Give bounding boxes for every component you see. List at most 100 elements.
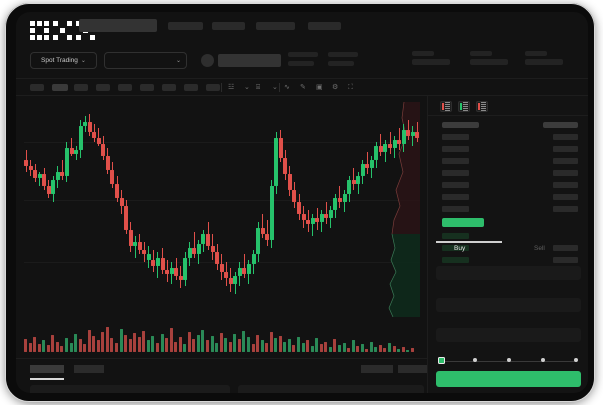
timeframe-button-4[interactable]: [118, 84, 132, 91]
volume-bar: [115, 342, 118, 352]
order-form-tabs: Buy Sell: [428, 238, 588, 260]
volume-bar: [383, 347, 387, 352]
orderbook-header: [428, 96, 588, 116]
bottom-tab-0[interactable]: [30, 365, 64, 373]
fullscreen-icon[interactable]: ⛶: [348, 84, 353, 91]
volume-bar: [374, 346, 378, 352]
volume-bar: [133, 333, 137, 352]
line-tool-icon[interactable]: ∿: [284, 84, 290, 91]
volume-bar: [155, 342, 159, 352]
tab-buy[interactable]: Buy: [454, 245, 466, 252]
timeframe-button-0[interactable]: [30, 84, 44, 91]
bottom-card-0: [30, 385, 230, 393]
orderbook-mode-bids-icon[interactable]: [458, 101, 470, 112]
volume-bar: [183, 343, 187, 352]
timeframe-button-7[interactable]: [184, 84, 198, 91]
nav-buy-crypto[interactable]: [168, 22, 203, 30]
pair-stat-a-label: [288, 52, 318, 57]
volume-bar: [87, 329, 91, 352]
volume-bar: [110, 338, 114, 352]
orderbook-ask-row[interactable]: [442, 206, 469, 212]
pair-stat-a-value: [288, 61, 314, 66]
timeframe-button-6[interactable]: [162, 84, 176, 91]
orderbook-ask-row[interactable]: [442, 194, 469, 200]
tab-sell[interactable]: Sell: [534, 245, 545, 252]
timeframe-button-1[interactable]: [52, 84, 68, 91]
volume-bar: [337, 344, 341, 352]
orderbook-ask-row[interactable]: [442, 170, 469, 176]
market-stat-2: [470, 51, 508, 65]
settings-gear-icon[interactable]: ⚙: [332, 84, 339, 91]
volume-bar: [51, 335, 55, 352]
volume-bar: [246, 337, 250, 352]
nav-markets[interactable]: [212, 22, 245, 30]
submit-buy-button[interactable]: [436, 371, 581, 387]
bottom-action-0[interactable]: [361, 365, 393, 373]
spot-trading-dropdown[interactable]: Spot Trading ⌄: [30, 52, 97, 69]
orderbook-mode-asks-icon[interactable]: [476, 101, 488, 112]
orderbook-ask-row[interactable]: [442, 146, 469, 152]
slider-node-75[interactable]: [541, 358, 545, 362]
volume-bar: [242, 331, 246, 352]
volume-bar: [28, 342, 32, 352]
bottom-tabs-panel: [16, 358, 430, 393]
order-amount-field[interactable]: [436, 298, 581, 312]
order-amount-slider[interactable]: [438, 357, 580, 365]
volume-bar: [333, 339, 337, 352]
orderbook-ask-size: [553, 146, 578, 152]
orderbook-bid-row[interactable]: [442, 245, 469, 251]
order-price-field[interactable]: [436, 266, 581, 280]
volume-bar: [119, 328, 123, 352]
slider-node-100[interactable]: [574, 358, 578, 362]
pencil-icon[interactable]: ✎: [300, 84, 306, 91]
volume-bar: [137, 337, 141, 352]
orderbook-ask-size: [553, 182, 578, 188]
chevron-down-icon[interactable]: ⌄: [244, 84, 250, 91]
orderbook-ask-size: [553, 206, 578, 212]
timeframe-button-2[interactable]: [74, 84, 88, 91]
slider-node-50[interactable]: [507, 358, 511, 362]
orderbook-bid-row[interactable]: [442, 257, 469, 263]
timeframe-button-8[interactable]: [206, 84, 220, 91]
header-search-input[interactable]: [79, 19, 157, 32]
order-total-field[interactable]: [436, 328, 581, 342]
slider-node-25[interactable]: [473, 358, 477, 362]
bottom-tab-1[interactable]: [74, 365, 104, 373]
chevron-down-icon-2[interactable]: ⌄: [272, 84, 278, 91]
volume-bar: [160, 334, 164, 352]
bottom-action-1[interactable]: [398, 365, 430, 373]
chart-area[interactable]: [16, 96, 430, 393]
volume-bar: [215, 342, 219, 352]
pair-select-dropdown[interactable]: ⌄: [104, 52, 187, 69]
orderbook-ask-row[interactable]: [442, 134, 469, 140]
nav-earn[interactable]: [308, 22, 341, 30]
slider-handle[interactable]: [438, 357, 445, 364]
volume-bar: [64, 338, 68, 352]
volume-bar: [224, 338, 228, 352]
orderbook-bid-row[interactable]: [442, 233, 469, 239]
volume-bar: [24, 339, 27, 352]
candlestick-chart[interactable]: [24, 102, 420, 317]
orderbook-ask-row[interactable]: [442, 158, 469, 164]
indicator-icon[interactable]: ☳: [228, 84, 235, 91]
buy-tab-underline: [436, 241, 502, 243]
volume-bar: [278, 336, 282, 352]
chevron-down-icon-pair: ⌄: [175, 57, 181, 64]
orderbook-ask-row[interactable]: [442, 182, 469, 188]
compare-icon[interactable]: ⌸: [256, 84, 261, 91]
volume-bar: [101, 332, 105, 352]
volume-bar: [351, 340, 355, 352]
volume-bar: [397, 348, 401, 352]
volume-bar: [105, 326, 109, 352]
orderbook-mode-both-icon[interactable]: [440, 101, 452, 112]
nav-trade[interactable]: [256, 22, 295, 30]
camera-icon[interactable]: ▣: [316, 84, 323, 91]
timeframe-button-3[interactable]: [96, 84, 110, 91]
volume-bar: [378, 344, 382, 352]
orderbook-bid-size: [553, 245, 578, 251]
orderbook-col-left-header: [442, 122, 479, 128]
volume-bar: [92, 336, 96, 352]
timeframe-button-5[interactable]: [140, 84, 154, 91]
volume-bar: [206, 340, 209, 352]
volume-bar: [269, 332, 273, 352]
